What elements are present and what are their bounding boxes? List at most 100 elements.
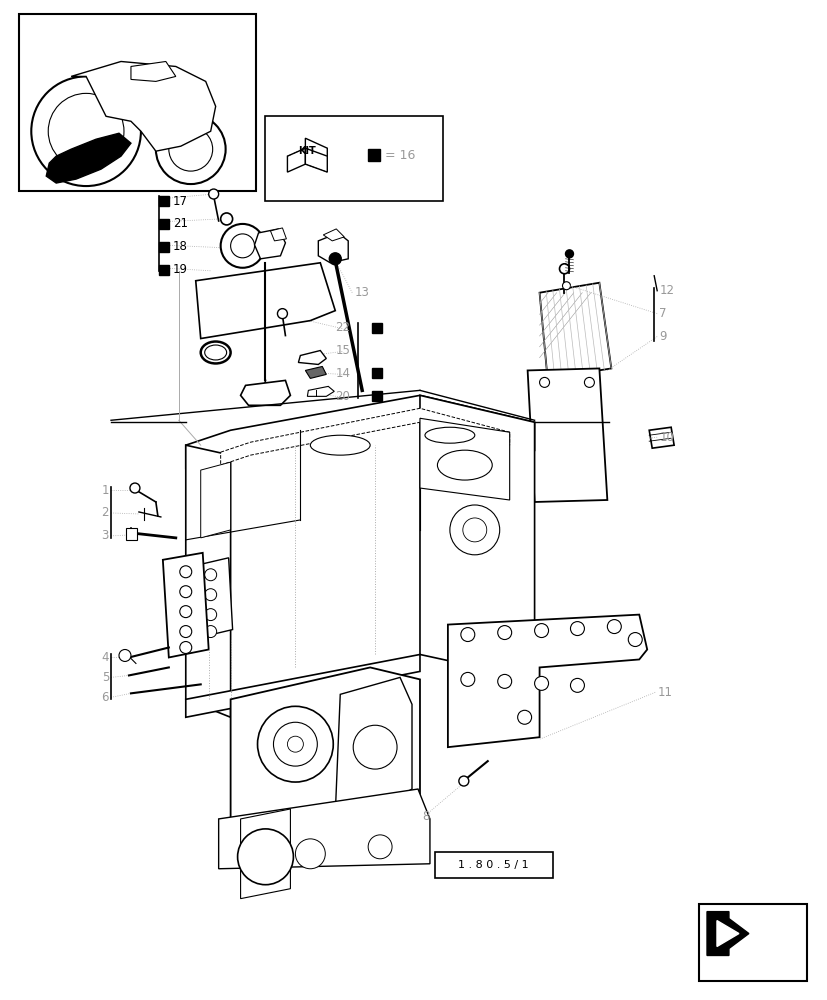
Polygon shape: [371, 323, 381, 333]
Circle shape: [220, 224, 264, 268]
Polygon shape: [527, 368, 607, 502]
Circle shape: [204, 626, 217, 638]
Bar: [434, 852, 552, 878]
Text: 5: 5: [102, 671, 109, 684]
Text: 1: 1: [102, 484, 109, 497]
Text: 8: 8: [422, 810, 429, 823]
Text: 21: 21: [173, 217, 188, 230]
Circle shape: [169, 127, 213, 171]
Circle shape: [130, 483, 140, 493]
Text: 4: 4: [102, 651, 109, 664]
Ellipse shape: [251, 389, 280, 401]
Ellipse shape: [437, 450, 491, 480]
Text: 14: 14: [335, 367, 350, 380]
Text: 3: 3: [102, 529, 109, 542]
Bar: [265, 116, 442, 201]
Circle shape: [497, 626, 511, 640]
Circle shape: [559, 264, 569, 274]
Circle shape: [179, 566, 192, 578]
Polygon shape: [335, 677, 412, 814]
Polygon shape: [270, 228, 286, 241]
Ellipse shape: [424, 427, 474, 443]
Bar: [19, 14, 256, 191]
Polygon shape: [185, 654, 419, 717]
Text: 12: 12: [658, 284, 673, 297]
Polygon shape: [195, 263, 335, 339]
Circle shape: [462, 518, 486, 542]
Text: 10: 10: [658, 431, 673, 444]
Text: 9: 9: [658, 330, 666, 343]
Polygon shape: [305, 138, 327, 158]
Circle shape: [179, 642, 192, 653]
Polygon shape: [185, 395, 534, 468]
Circle shape: [204, 569, 217, 581]
Circle shape: [31, 76, 141, 186]
Circle shape: [237, 829, 293, 885]
Polygon shape: [323, 229, 344, 241]
Polygon shape: [46, 133, 131, 183]
Polygon shape: [298, 351, 326, 364]
Polygon shape: [159, 196, 169, 206]
Text: = 16: = 16: [385, 149, 415, 162]
Polygon shape: [231, 667, 419, 834]
Text: 7: 7: [658, 307, 666, 320]
Polygon shape: [71, 61, 215, 151]
Polygon shape: [305, 148, 327, 172]
Polygon shape: [241, 809, 290, 899]
Polygon shape: [305, 366, 326, 378]
Circle shape: [458, 776, 468, 786]
Circle shape: [257, 706, 333, 782]
Polygon shape: [159, 265, 169, 275]
Polygon shape: [447, 615, 647, 747]
Text: 17: 17: [173, 195, 188, 208]
Circle shape: [517, 710, 531, 724]
Circle shape: [449, 505, 500, 555]
Circle shape: [231, 234, 254, 258]
Circle shape: [329, 253, 341, 265]
Polygon shape: [200, 462, 231, 538]
Circle shape: [534, 676, 547, 690]
Text: 13: 13: [354, 286, 369, 299]
Circle shape: [287, 736, 303, 752]
Polygon shape: [716, 921, 738, 946]
Circle shape: [179, 626, 192, 638]
Circle shape: [220, 213, 232, 225]
Text: 22: 22: [335, 321, 350, 334]
Circle shape: [295, 839, 325, 869]
Polygon shape: [131, 61, 175, 81]
Polygon shape: [307, 386, 334, 396]
Circle shape: [570, 622, 584, 636]
Circle shape: [461, 672, 474, 686]
Polygon shape: [419, 418, 509, 500]
Circle shape: [353, 725, 397, 769]
Circle shape: [628, 633, 642, 647]
Polygon shape: [163, 553, 208, 657]
Text: 6: 6: [102, 691, 109, 704]
Circle shape: [277, 309, 287, 319]
Text: 18: 18: [173, 240, 188, 253]
Text: 20: 20: [335, 390, 350, 403]
Text: 15: 15: [335, 344, 350, 357]
Polygon shape: [218, 789, 429, 869]
Circle shape: [570, 678, 584, 692]
Circle shape: [534, 624, 547, 638]
Polygon shape: [185, 558, 232, 640]
Circle shape: [368, 835, 392, 859]
Circle shape: [179, 606, 192, 618]
Circle shape: [273, 722, 317, 766]
Text: 19: 19: [173, 263, 188, 276]
Circle shape: [607, 620, 620, 634]
Polygon shape: [539, 283, 610, 378]
Circle shape: [584, 377, 594, 387]
Polygon shape: [419, 395, 534, 679]
Circle shape: [562, 282, 570, 290]
Polygon shape: [648, 427, 673, 448]
Polygon shape: [159, 242, 169, 252]
Circle shape: [48, 93, 124, 169]
Ellipse shape: [310, 435, 370, 455]
Ellipse shape: [246, 302, 280, 320]
Text: 1 . 8 0 . 5 / 1: 1 . 8 0 . 5 / 1: [458, 860, 528, 870]
Circle shape: [497, 674, 511, 688]
Circle shape: [208, 189, 218, 199]
Polygon shape: [287, 148, 305, 172]
